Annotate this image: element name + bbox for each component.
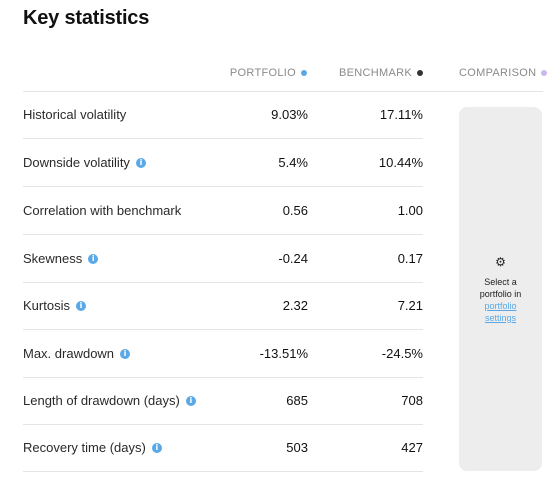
info-icon[interactable]: i: [75, 300, 86, 311]
info-icon[interactable]: i: [135, 157, 146, 168]
portfolio-settings-link-line1[interactable]: portfolio: [484, 300, 517, 311]
gear-icon: ⚙: [495, 254, 506, 269]
column-header-portfolio-label: PORTFOLIO: [229, 67, 296, 79]
stat-label-text: Skewness: [23, 251, 83, 266]
table-row: Length of drawdown (days) i 685 708: [23, 377, 423, 425]
stat-label-text: Historical volatility: [23, 107, 127, 122]
portfolio-value: 5.4%: [278, 155, 308, 170]
portfolio-value: 9.03%: [271, 107, 308, 122]
table-row: Recovery time (days) i 503 427: [23, 424, 423, 472]
benchmark-value: -24.5%: [381, 346, 423, 361]
column-header-comparison-label: COMPARISON: [459, 67, 537, 79]
portfolio-value: 685: [286, 393, 308, 408]
stat-label-text: Recovery time (days): [23, 440, 146, 455]
benchmark-value: 17.11%: [379, 107, 423, 122]
table-row: Correlation with benchmark 0.56 1.00: [23, 187, 423, 235]
benchmark-dot-icon: [417, 70, 423, 76]
portfolio-value: -0.24: [278, 251, 308, 266]
comparison-placeholder-panel: ⚙ Select a portfolio in portfolio settin…: [459, 107, 542, 471]
table-row: Kurtosis i 2.32 7.21: [23, 282, 423, 330]
portfolio-value: 2.32: [282, 298, 308, 313]
benchmark-value: 7.21: [397, 298, 423, 313]
stat-label: Downside volatility i: [23, 139, 146, 186]
table-row: Skewness i -0.24 0.17: [23, 235, 423, 283]
column-header-comparison: COMPARISON: [459, 67, 548, 79]
info-icon[interactable]: i: [120, 348, 131, 359]
stat-label-text: Correlation with benchmark: [23, 203, 182, 218]
portfolio-settings-link-line2[interactable]: settings: [484, 312, 517, 323]
column-header-portfolio: PORTFOLIO: [230, 67, 307, 79]
benchmark-value: 0.17: [397, 251, 423, 266]
stat-label: Length of drawdown (days) i: [23, 377, 196, 424]
stat-label-text: Downside volatility: [23, 155, 130, 170]
stat-label-text: Max. drawdown: [23, 346, 115, 361]
table-row: Historical volatility 9.03% 17.11%: [23, 91, 423, 139]
portfolio-settings-link[interactable]: portfolio settings: [484, 300, 516, 324]
comparison-dot-icon: [541, 70, 548, 76]
stat-label: Skewness i: [23, 235, 99, 282]
benchmark-value: 427: [401, 440, 423, 455]
comparison-message-line1: Select a: [484, 276, 517, 287]
stat-label: Recovery time (days) i: [23, 424, 162, 471]
stat-label: Correlation with benchmark: [23, 187, 181, 234]
column-header-benchmark-label: BENCHMARK: [339, 67, 412, 79]
comparison-message-line2: portfolio in: [479, 288, 522, 299]
stat-label-text: Kurtosis: [23, 298, 70, 313]
stat-label: Kurtosis i: [23, 282, 86, 329]
portfolio-value: 503: [286, 440, 308, 455]
table-row: Max. drawdown i -13.51% -24.5%: [23, 330, 423, 378]
benchmark-value: 708: [401, 393, 423, 408]
page-title: Key statistics: [23, 7, 150, 29]
info-icon[interactable]: i: [185, 395, 196, 406]
portfolio-value: -13.51%: [259, 346, 308, 361]
column-header-benchmark: BENCHMARK: [339, 67, 423, 79]
stat-label-text: Length of drawdown (days): [23, 393, 180, 408]
benchmark-value: 1.00: [397, 203, 423, 218]
table-row: Downside volatility i 5.4% 10.44%: [23, 139, 423, 187]
benchmark-value: 10.44%: [378, 155, 423, 170]
portfolio-value: 0.56: [282, 203, 308, 218]
stat-label: Historical volatility: [23, 91, 126, 138]
portfolio-dot-icon: [301, 70, 307, 76]
header-divider: [23, 91, 543, 92]
info-icon[interactable]: i: [151, 442, 162, 453]
stat-label: Max. drawdown i: [23, 330, 131, 377]
info-icon[interactable]: i: [88, 253, 99, 264]
